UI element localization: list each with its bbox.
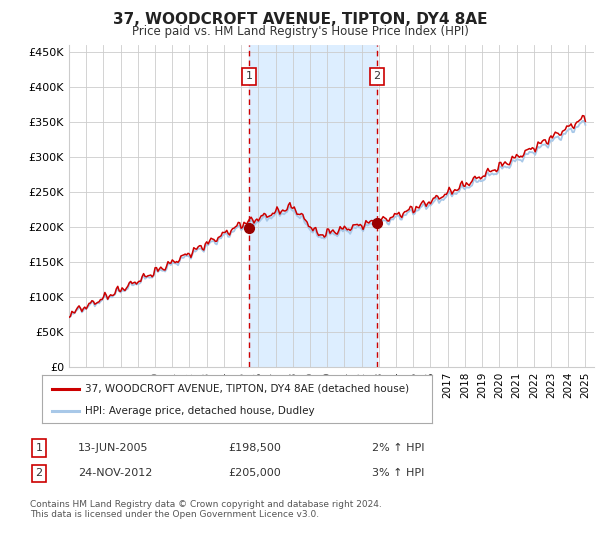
- Text: Contains HM Land Registry data © Crown copyright and database right 2024.
This d: Contains HM Land Registry data © Crown c…: [30, 500, 382, 519]
- Bar: [249, 45, 377, 367]
- Text: 2: 2: [35, 468, 43, 478]
- Text: 2% ↑ HPI: 2% ↑ HPI: [372, 443, 425, 453]
- Text: HPI: Average price, detached house, Dudley: HPI: Average price, detached house, Dudl…: [85, 406, 314, 416]
- Text: 37, WOODCROFT AVENUE, TIPTON, DY4 8AE (detached house): 37, WOODCROFT AVENUE, TIPTON, DY4 8AE (d…: [85, 384, 409, 394]
- Text: 13-JUN-2005: 13-JUN-2005: [78, 443, 149, 453]
- Text: 37, WOODCROFT AVENUE, TIPTON, DY4 8AE: 37, WOODCROFT AVENUE, TIPTON, DY4 8AE: [113, 12, 487, 27]
- Text: 1: 1: [245, 71, 253, 81]
- Text: £198,500: £198,500: [228, 443, 281, 453]
- Text: 3% ↑ HPI: 3% ↑ HPI: [372, 468, 424, 478]
- Text: £205,000: £205,000: [228, 468, 281, 478]
- Text: 24-NOV-2012: 24-NOV-2012: [78, 468, 152, 478]
- Text: Price paid vs. HM Land Registry's House Price Index (HPI): Price paid vs. HM Land Registry's House …: [131, 25, 469, 38]
- Text: 1: 1: [35, 443, 43, 453]
- Text: 2: 2: [374, 71, 380, 81]
